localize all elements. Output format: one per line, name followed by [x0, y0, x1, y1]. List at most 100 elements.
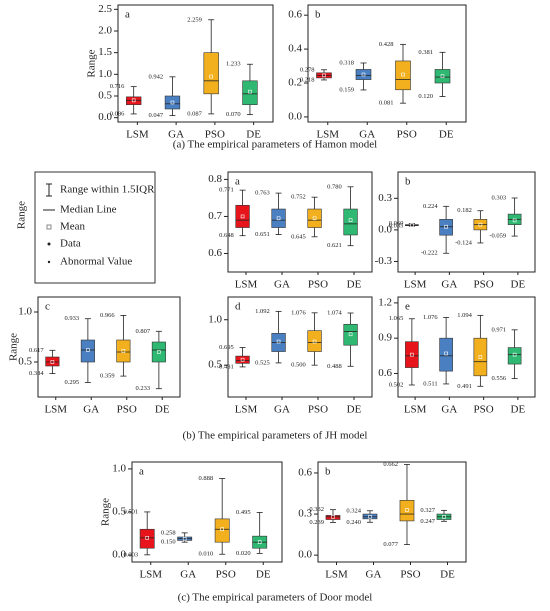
- mean-marker: [322, 73, 326, 78]
- value-label: 0.763: [255, 190, 270, 197]
- mean-marker: [478, 222, 483, 227]
- plot-frame: [227, 171, 373, 273]
- mean-marker: [121, 349, 126, 353]
- mean-marker: [348, 332, 353, 337]
- y-tick-label: 0.6: [298, 466, 312, 478]
- value-label: -0.222: [421, 250, 438, 257]
- value-label: 0.621: [327, 242, 342, 249]
- mean-marker: [170, 100, 175, 105]
- x-tick-label: PSO: [474, 279, 494, 291]
- value-label: 0.428: [379, 41, 394, 48]
- value-label: 0.060: [389, 220, 404, 227]
- panel: b 0.0 0.2 0.4 0.6 LSM 0.278 0.218 GA 0.318 0.159 PS…: [288, 4, 467, 141]
- y-tick-label: 0.6: [378, 367, 392, 379]
- value-label: 0.070: [226, 111, 241, 118]
- value-label: 0.258: [161, 529, 176, 536]
- box: [439, 337, 453, 372]
- mean-marker: [276, 216, 281, 221]
- value-label: 0.278: [300, 66, 315, 73]
- panel: a Range 0.0 0.5 1.0 LSM 0.501 0.003 GA 0.258 0.150…: [100, 461, 283, 581]
- box: [307, 330, 322, 352]
- x-tick-label: DE: [256, 569, 271, 581]
- value-label: 0.324: [346, 507, 361, 514]
- x-tick-label: GA: [274, 404, 290, 416]
- x-tick-label: GA: [83, 404, 99, 416]
- plot-frame: [307, 4, 467, 123]
- value-label: 0.942: [148, 73, 163, 80]
- value-label: 0.020: [236, 550, 251, 557]
- box: [439, 219, 453, 236]
- mean-marker: [410, 352, 414, 357]
- value-label: 1.076: [291, 309, 306, 316]
- box: [271, 208, 286, 228]
- x-tick-label: DE: [246, 129, 261, 141]
- value-label: 0.047: [148, 112, 163, 119]
- value-label: 0.525: [255, 359, 270, 366]
- value-label: 0.933: [65, 315, 80, 322]
- caption: (c) The empirical parameters of Door mod…: [178, 592, 373, 604]
- mean-marker: [512, 352, 517, 357]
- value-label: 0.495: [236, 509, 251, 516]
- value-label: 0.771: [219, 187, 234, 194]
- value-label: 0.239: [309, 519, 324, 526]
- y-tick-label: 0.8: [208, 173, 222, 185]
- y-axis-label: Range: [16, 201, 28, 229]
- box: [307, 208, 322, 228]
- y-tick-label: 0.2: [288, 77, 302, 89]
- x-tick-label: LSM: [404, 279, 427, 291]
- y-tick-label: 1.5: [98, 46, 112, 58]
- x-tick-label: GA: [441, 404, 457, 416]
- value-label: -0.059: [489, 233, 506, 240]
- panel-label: b: [325, 466, 331, 478]
- value-label: 0.224: [423, 203, 438, 210]
- mean-marker: [240, 214, 245, 219]
- x-tick-label: GA: [366, 569, 382, 581]
- box: [405, 341, 419, 368]
- panel-label: c: [45, 301, 50, 313]
- x-tick-label: PSO: [308, 404, 328, 416]
- value-label: 0.218: [300, 76, 315, 83]
- mean-marker: [257, 540, 262, 544]
- mean-marker: [512, 218, 517, 223]
- y-tick-label: 0.3: [298, 508, 312, 520]
- box: [235, 205, 250, 228]
- mean-marker: [440, 74, 445, 79]
- y-tick-label: 0.0: [288, 110, 302, 122]
- box: [203, 52, 219, 95]
- x-tick-label: PSO: [397, 129, 417, 141]
- value-label: 0.662: [383, 461, 398, 468]
- value-label: 0.081: [379, 100, 394, 107]
- box: [434, 69, 451, 84]
- panel-label: e: [405, 301, 410, 313]
- mean-marker: [401, 72, 405, 77]
- x-tick-label: LSM: [235, 279, 258, 291]
- mean-marker: [157, 350, 161, 354]
- y-tick-label: 0.7: [208, 210, 222, 222]
- value-label: 2.259: [187, 16, 202, 23]
- legend-symbol: [47, 260, 51, 264]
- value-label: 0.086: [110, 110, 125, 117]
- box: [355, 69, 372, 80]
- box: [343, 208, 358, 236]
- box: [80, 339, 95, 363]
- value-label: 0.491: [457, 383, 472, 390]
- y-tick-label: 0.5: [98, 90, 112, 102]
- x-tick-label: LSM: [44, 404, 67, 416]
- mean-marker: [182, 536, 187, 541]
- value-label: 0.501: [123, 508, 138, 515]
- box: [164, 95, 181, 110]
- mean-marker: [276, 339, 281, 344]
- y-tick-label: 0.0: [98, 111, 112, 123]
- value-label: 0.295: [65, 379, 80, 386]
- value-label: 0.716: [110, 83, 125, 90]
- y-tick-label: 0.5: [18, 356, 32, 368]
- y-tick-label: 2.0: [98, 25, 112, 37]
- value-label: 1.074: [327, 309, 342, 316]
- box: [139, 528, 155, 549]
- box: [395, 60, 411, 91]
- box: [126, 96, 142, 105]
- value-label: 0.003: [123, 551, 138, 558]
- value-label: 0.150: [161, 539, 176, 546]
- mean-marker: [209, 74, 213, 79]
- x-tick-label: PSO: [400, 569, 420, 581]
